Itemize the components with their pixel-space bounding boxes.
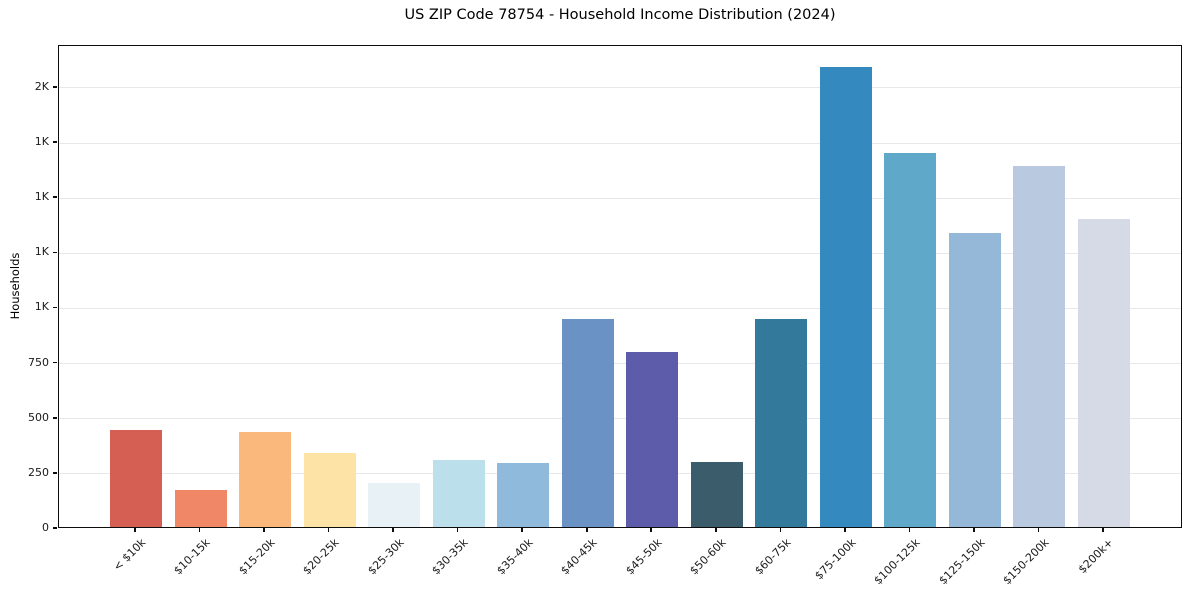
gridline-1K [59,197,1181,199]
y-tick-mark [53,527,57,529]
x-tick-label: $25-30k [365,536,407,578]
x-tick-label: $75-100k [811,536,859,583]
x-tick-mark [392,528,394,532]
x-tick-mark [908,528,911,532]
y-tick-label: 0 [42,521,49,534]
y-tick-mark [53,141,57,143]
bar-$30-35k [432,459,485,527]
x-tick-label: $40-45k [558,536,600,578]
bar-$15-20k [239,431,292,527]
gridline-1K [59,142,1181,144]
y-tick-label: 1K [34,300,49,314]
gridline-500 [59,418,1181,420]
bar-$10-15k [174,489,227,527]
x-tick-label: $200k+ [1076,536,1117,577]
y-tick-mark [53,251,57,254]
chart-title: US ZIP Code 78754 - Household Income Dis… [404,7,836,23]
bar-$150-200k [1013,165,1066,527]
bar-$125-150k [948,232,1001,527]
gridline-250 [59,473,1181,475]
x-tick-label: < $10k [110,536,149,574]
x-tick-mark [973,528,975,532]
x-tick-mark [521,528,523,532]
y-tick-label: 750 [28,355,49,369]
bar-$20-25k [303,452,356,527]
x-tick-mark [1037,528,1040,532]
gridline-1K [59,307,1181,309]
x-tick-label: $125-150k [935,536,988,588]
x-tick-label: $20-25k [300,536,342,578]
x-tick-label: $60-75k [752,536,794,578]
x-tick-mark [844,528,846,532]
x-tick-label: $10-15k [171,536,213,578]
bar-$100-125k [884,153,937,527]
plot-area [58,45,1182,528]
gridline-750 [59,363,1181,365]
y-tick-mark [53,306,57,309]
x-tick-mark [198,528,201,532]
x-tick-mark [134,528,136,532]
y-tick-label: 1K [34,245,49,259]
bar-$60-75k [755,318,808,527]
x-tick-mark [779,528,782,532]
bar-$25-30k [368,483,421,527]
gridline-2K [59,87,1181,89]
y-tick-label: 500 [28,410,49,424]
x-tick-mark [650,528,653,532]
bar-$50-60k [690,461,743,527]
bar-$40-45k [561,318,614,527]
bar-< $10k [110,430,162,527]
x-tick-mark [1102,528,1104,532]
bar-$200k+ [1077,219,1130,527]
y-tick-mark [53,472,57,474]
x-tick-label: $30-35k [429,536,471,578]
bar-$35-40k [497,462,550,527]
x-tick-label: $150-200k [1000,536,1052,588]
x-tick-label: $35-40k [494,536,536,578]
y-tick-mark [53,361,57,364]
y-tick-mark [53,196,57,198]
y-tick-mark [53,86,57,88]
y-tick-label: 1K [34,135,49,149]
x-tick-mark [456,528,459,532]
x-tick-mark [263,528,265,532]
y-tick-mark [53,416,57,419]
x-tick-mark [714,528,717,532]
x-tick-label: $100-125k [871,536,923,588]
y-tick-label: 2K [34,79,49,93]
bar-$45-50k [626,351,679,527]
x-tick-mark [585,528,588,532]
bar-$75-100k [819,67,872,527]
x-tick-label: $15-20k [235,536,278,578]
y-tick-label: 250 [28,465,49,479]
x-tick-mark [327,528,330,532]
y-tick-label: 1K [34,190,49,204]
x-tick-label: $45-50k [623,536,665,578]
gridline-1K [59,252,1181,254]
x-tick-label: $50-60k [687,536,729,578]
